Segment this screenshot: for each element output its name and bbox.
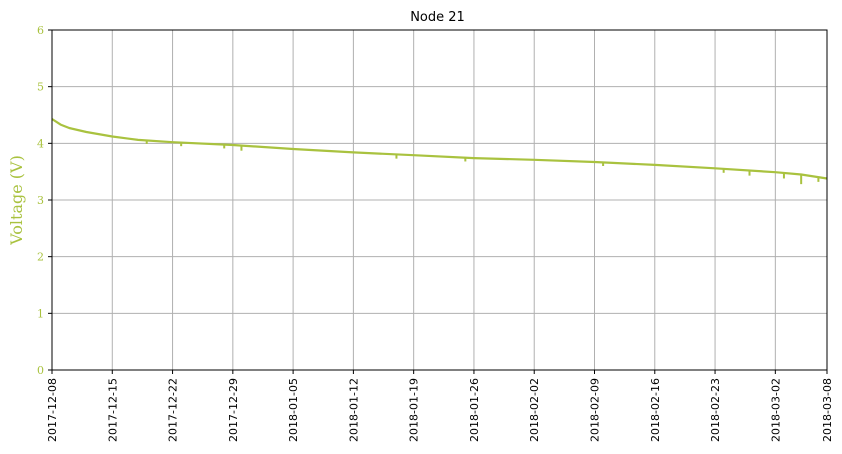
y-tick-label: 2 [37, 251, 44, 264]
tick-layer: 0 1 2 3 4 5 6 2017-12-08 2017-12-15 2017-12-22 201… [37, 24, 834, 442]
x-tick-label: 2017-12-15 [106, 378, 119, 442]
chart-title: Node 21 [410, 10, 465, 25]
x-tick-label: 2018-01-12 [347, 378, 360, 442]
x-tick-label: 2018-01-26 [468, 378, 481, 442]
y-tick-label: 6 [37, 24, 44, 37]
x-tick-label: 2018-03-08 [821, 378, 834, 442]
voltage-series-line [51, 118, 828, 180]
y-tick-label: 1 [37, 307, 44, 320]
x-tick-label: 2018-02-02 [528, 378, 541, 442]
x-tick-label: 2017-12-08 [46, 378, 59, 442]
x-tick-label: 2018-02-09 [589, 378, 602, 442]
y-tick-label: 3 [37, 194, 44, 207]
x-tick-label: 2018-01-19 [408, 378, 421, 442]
y-tick-label: 5 [37, 81, 44, 94]
series-layer [51, 118, 828, 185]
y-tick-label: 4 [37, 137, 44, 150]
y-tick-label: 0 [37, 364, 44, 377]
y-axis-label: Voltage (V) [7, 155, 26, 246]
x-tick-label: 2018-02-16 [649, 378, 662, 442]
grid-layer [52, 30, 827, 370]
x-tick-label: 2018-02-23 [709, 378, 722, 442]
x-tick-label: 2018-03-02 [769, 378, 782, 442]
x-tick-label: 2018-01-05 [287, 378, 300, 442]
x-tick-label: 2017-12-22 [167, 378, 180, 442]
x-tick-label: 2017-12-29 [227, 378, 240, 442]
